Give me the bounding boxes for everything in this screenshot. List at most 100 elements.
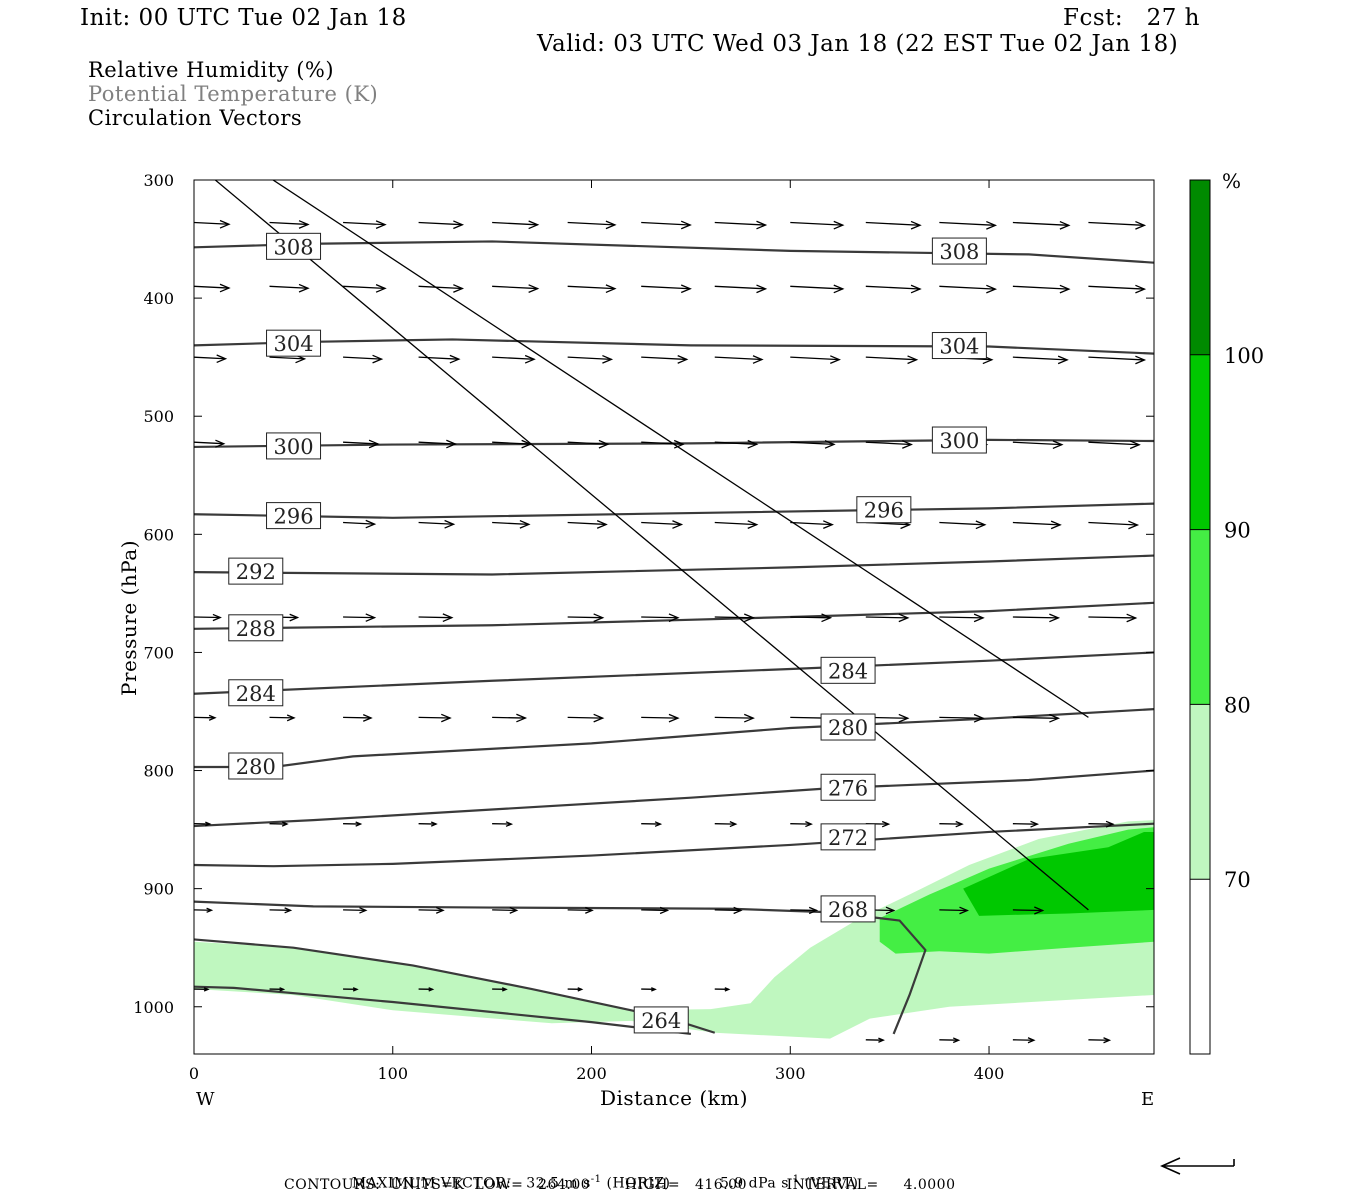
- wind-vector: [492, 354, 536, 364]
- wind-vector: [269, 987, 286, 992]
- svg-text:272: 272: [828, 826, 868, 850]
- wind-vector: [194, 821, 212, 827]
- wind-vector: [714, 520, 759, 529]
- wind-vector: [939, 820, 964, 828]
- wind-vector: [1012, 1037, 1036, 1044]
- relative-humidity-shading: [194, 820, 1154, 1039]
- wind-vector: [194, 283, 231, 293]
- svg-text:304: 304: [273, 332, 313, 356]
- west-label: W: [196, 1089, 215, 1110]
- wind-vector: [269, 220, 310, 229]
- wind-vector: [1088, 1037, 1112, 1044]
- max-vector-caption: MAXIMUM VECTOR: 32.5 m s-1 (HORIZ) 5.9 d…: [342, 1158, 858, 1192]
- svg-text:284: 284: [236, 682, 276, 706]
- axes: 300 400 500 600 700 800 900 1000 0 100 200 300 400: [133, 171, 1154, 1083]
- colorbar-segment: [1190, 180, 1210, 355]
- theta-label-264: 264: [633, 1006, 689, 1034]
- max-vector-label: MAXIMUM VECTOR:: [351, 1175, 512, 1192]
- colorbar-label: 100: [1224, 344, 1264, 368]
- svg-text:264: 264: [641, 1009, 681, 1033]
- wind-vector: [939, 1037, 961, 1044]
- wind-vector: [939, 906, 970, 915]
- theta-label-272: 272: [820, 823, 876, 851]
- theta-contour-300: [194, 438, 1154, 449]
- wind-vector: [641, 355, 689, 364]
- rh-region-90: [963, 831, 1154, 916]
- theta-contour-272: [194, 822, 1154, 868]
- wind-vector: [939, 220, 998, 230]
- wind-vector: [790, 355, 841, 364]
- wind-vector: [194, 439, 226, 448]
- colorbar-unit: %: [1222, 169, 1241, 193]
- wind-vector: [567, 220, 617, 230]
- theta-label-296: 296: [266, 502, 322, 530]
- wind-vector: [714, 713, 755, 723]
- wind-vector: [418, 987, 435, 992]
- wind-vector: [1088, 820, 1115, 828]
- wind-vector: [1012, 906, 1045, 915]
- wind-vector: [194, 987, 210, 992]
- wind-vector: [343, 821, 363, 827]
- y-tick-label: 400: [143, 289, 174, 308]
- y-tick-label: 300: [143, 171, 174, 190]
- wind-vector: [641, 821, 663, 827]
- wind-vector: [1012, 220, 1071, 230]
- wind-vector: [343, 714, 373, 722]
- wind-vector: [1088, 440, 1141, 450]
- legend-potential-temperature: Potential Temperature (K): [88, 82, 379, 106]
- wind-vector: [567, 354, 614, 364]
- svg-text:276: 276: [828, 776, 868, 800]
- forecast-hour-label: Fcst: 27 h: [1063, 5, 1200, 31]
- svg-text:284: 284: [828, 659, 868, 683]
- y-tick-label: 900: [143, 880, 174, 899]
- theta-label-268: 268: [820, 895, 876, 923]
- wind-vector: [492, 987, 508, 992]
- plot-frame: [193, 179, 1155, 1055]
- theta-label-284: 284: [820, 656, 876, 684]
- wind-vector: [1088, 355, 1147, 365]
- wind-vector: [492, 821, 514, 827]
- wind-vector: [567, 284, 617, 294]
- wind-vector: [641, 713, 680, 723]
- svg-text:300: 300: [939, 429, 979, 453]
- y-tick-label: 600: [143, 525, 174, 544]
- wind-vector: [790, 821, 813, 828]
- wind-vector: [1012, 713, 1061, 723]
- wind-vector: [939, 613, 985, 623]
- legend-relative-humidity: Relative Humidity (%): [88, 58, 335, 82]
- svg-text:288: 288: [236, 617, 276, 641]
- wind-vector: [269, 283, 310, 293]
- colorbar-label: 80: [1224, 693, 1251, 717]
- svg-text:296: 296: [864, 499, 904, 523]
- colorbar-segment: [1190, 354, 1210, 530]
- svg-text:300: 300: [273, 435, 313, 459]
- x-axis-title: Distance (km): [600, 1086, 748, 1110]
- wind-vector: [343, 354, 384, 364]
- wind-vector: [714, 613, 755, 623]
- wind-vector: [790, 906, 819, 915]
- wind-vector: [1012, 440, 1064, 450]
- wind-vector: [1012, 355, 1069, 365]
- x-tick-label: 100: [377, 1064, 408, 1083]
- theta-contour-308: [194, 240, 1154, 264]
- wind-vector: [790, 613, 833, 623]
- wind-vector: [492, 519, 531, 529]
- svg-text:280: 280: [236, 755, 276, 779]
- vert-max-value: 5.9 dPa s: [719, 1175, 789, 1192]
- horiz-max-value: 32.5 m s: [526, 1175, 591, 1192]
- svg-text:280: 280: [828, 716, 868, 740]
- svg-text:308: 308: [273, 235, 313, 259]
- wind-vector: [641, 284, 692, 294]
- wind-vector: [567, 713, 605, 723]
- vert-tag: (VERT): [804, 1175, 859, 1192]
- wind-vector: [492, 713, 528, 723]
- wind-vector: [418, 354, 461, 364]
- wind-vector: [939, 713, 985, 723]
- y-tick-label: 500: [143, 407, 174, 426]
- theta-label-296: 296: [856, 496, 912, 524]
- vert-exponent: -1: [788, 1174, 800, 1185]
- wind-vector: [343, 439, 380, 449]
- theta-label-292: 292: [228, 557, 284, 585]
- wind-vector: [865, 220, 922, 230]
